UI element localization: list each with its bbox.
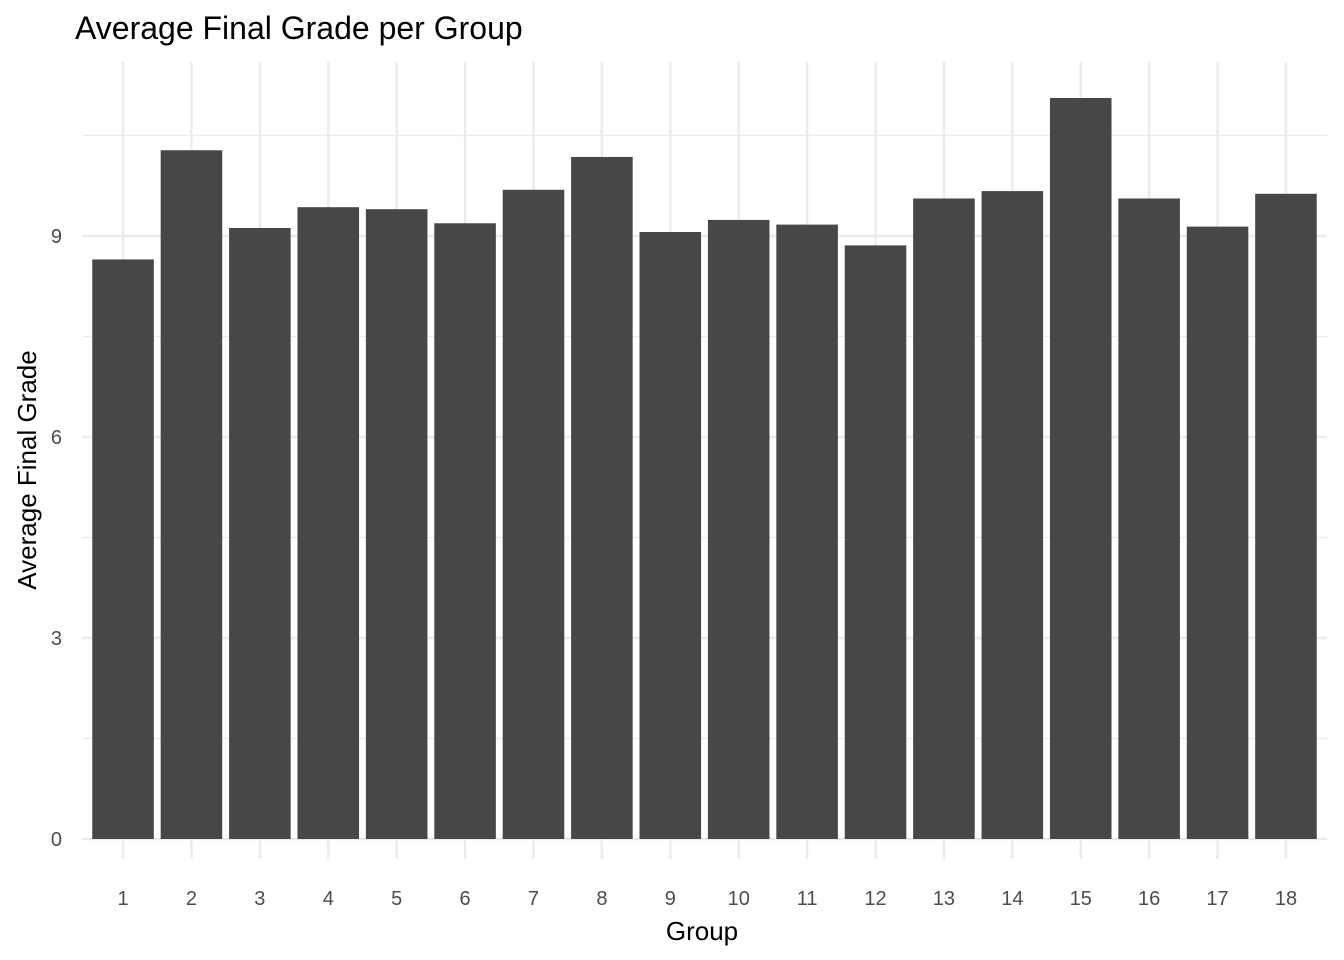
x-tick-label: 4 [323,888,334,910]
x-tick-label: 8 [596,888,607,910]
bar [913,198,975,840]
bar [571,156,633,839]
bar [1186,226,1249,839]
bar [160,150,223,840]
x-tick-label: 7 [528,888,539,910]
bar [639,231,702,840]
x-tick-label: 3 [254,888,265,910]
bar [229,227,291,839]
y-tick-label: 9 [51,226,62,248]
bar [1255,193,1317,840]
x-tick-label: 16 [1138,888,1160,910]
x-tick-label: 13 [933,888,955,910]
bar [776,224,838,840]
x-tick-label: 14 [1001,888,1023,910]
bar [844,245,907,839]
x-tick-label: 12 [864,888,886,910]
x-axis-tick-labels: 1 2 3 4 5 6 7 8 9 10 11 12 13 14 15 16 17 18 [117,888,1297,910]
bar [707,219,770,840]
bars [92,97,1317,840]
bar [365,209,428,839]
bar [502,189,565,839]
x-tick-label: 10 [728,888,750,910]
x-tick-label: 11 [797,888,818,910]
x-tick-label: 5 [391,888,402,910]
y-axis-tick-labels: 0 3 6 9 [51,226,62,851]
bar [981,191,1044,840]
x-tick-label: 9 [665,888,676,910]
bar [434,223,496,839]
x-tick-label: 1 [117,888,128,910]
x-axis-title: Group [666,916,738,946]
x-tick-label: 17 [1206,888,1228,910]
bar [1049,97,1112,840]
y-tick-label: 0 [51,829,62,851]
bar [1118,198,1180,840]
x-tick-label: 6 [460,888,471,910]
x-tick-label: 18 [1275,888,1297,910]
bar [297,207,360,839]
bar [92,259,154,839]
y-axis-title: Average Final Grade [12,350,42,589]
chart-title: Average Final Grade per Group [75,10,523,46]
y-tick-label: 3 [51,628,62,650]
x-tick-label: 15 [1070,888,1092,910]
x-tick-label: 2 [186,888,197,910]
y-tick-label: 6 [51,427,62,449]
